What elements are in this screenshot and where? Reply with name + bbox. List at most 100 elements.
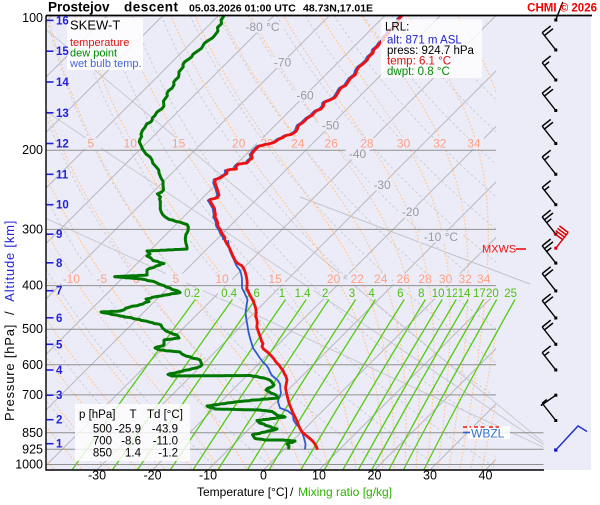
svg-text:wet bulb temp.: wet bulb temp.: [69, 58, 142, 70]
svg-text:Pressure [hPa] / Altitude [k: Pressure [hPa] / Altitude [km]: [2, 220, 17, 421]
svg-text:13: 13: [56, 108, 69, 120]
svg-text:24: 24: [374, 272, 388, 286]
svg-text:-50: -50: [322, 119, 340, 133]
svg-text:-25.9: -25.9: [115, 424, 141, 436]
svg-text:15: 15: [268, 272, 282, 286]
svg-text:Temperature [°C]: Temperature [°C]: [197, 485, 288, 499]
svg-text:32: 32: [433, 137, 447, 151]
svg-text:-8.6: -8.6: [121, 436, 141, 448]
svg-text:-20: -20: [402, 205, 420, 219]
svg-text:10: 10: [124, 137, 138, 151]
svg-text:press: 924.7 hPa: press: 924.7 hPa: [387, 45, 475, 57]
svg-text:dwpt: 0.8 °C: dwpt: 0.8 °C: [387, 66, 450, 78]
svg-text:5: 5: [56, 339, 63, 351]
svg-text:LRL:: LRL:: [385, 22, 409, 34]
svg-text:850: 850: [22, 426, 43, 440]
svg-text:7: 7: [56, 286, 62, 298]
svg-text:600: 600: [22, 358, 43, 372]
svg-text:24: 24: [291, 137, 305, 151]
svg-text:15: 15: [172, 137, 186, 151]
svg-text:alt: 871 m ASL: alt: 871 m ASL: [387, 35, 462, 47]
svg-text:40: 40: [479, 469, 493, 483]
svg-text:-43.9: -43.9: [152, 424, 178, 436]
svg-text:-80 °C: -80 °C: [245, 20, 279, 34]
svg-text:14: 14: [56, 77, 69, 89]
svg-text:SKEW-T: SKEW-T: [70, 18, 120, 33]
svg-text:34: 34: [477, 272, 491, 286]
svg-text:/: /: [290, 485, 294, 499]
svg-text:10: 10: [215, 272, 229, 286]
svg-text:-60: -60: [296, 89, 314, 103]
svg-text:temperature: temperature: [70, 37, 129, 49]
svg-text:5: 5: [173, 272, 180, 286]
svg-text:10: 10: [56, 200, 69, 212]
svg-text:100: 100: [22, 11, 43, 25]
svg-text:Mixing ratio [g/kg]: Mixing ratio [g/kg]: [298, 485, 392, 499]
svg-text:p [hPa]: p [hPa]: [79, 409, 115, 421]
svg-text:925: 925: [22, 442, 43, 456]
svg-text:28: 28: [360, 137, 374, 151]
svg-text:-20: -20: [143, 469, 161, 483]
svg-text:MXWS: MXWS: [482, 244, 516, 256]
svg-text:14: 14: [458, 288, 471, 300]
svg-text:5: 5: [87, 137, 94, 151]
svg-text:20: 20: [486, 288, 499, 300]
svg-text:Prostejov: Prostejov: [48, 0, 110, 15]
svg-text:05.03.2026 01:00 UTC: 05.03.2026 01:00 UTC: [189, 3, 296, 15]
svg-text:WBZL: WBZL: [471, 427, 505, 441]
svg-text:0.4: 0.4: [221, 288, 238, 300]
svg-text:CHMI © 2026: CHMI © 2026: [527, 3, 597, 15]
svg-text:-1.2: -1.2: [158, 448, 178, 460]
svg-text:28: 28: [418, 272, 432, 286]
svg-text:8: 8: [418, 288, 424, 300]
svg-text:6: 6: [397, 288, 403, 300]
svg-text:400: 400: [22, 279, 43, 293]
svg-text:25: 25: [504, 288, 517, 300]
svg-text:4: 4: [368, 288, 375, 300]
svg-text:0.2: 0.2: [184, 288, 200, 300]
svg-text:2: 2: [322, 288, 328, 300]
svg-text:15: 15: [56, 46, 69, 58]
svg-text:300: 300: [22, 222, 43, 236]
svg-text:500: 500: [93, 424, 112, 436]
svg-text:temp: 6.1 °C: temp: 6.1 °C: [387, 56, 451, 68]
svg-text:1000: 1000: [15, 458, 43, 472]
svg-text:22: 22: [351, 272, 365, 286]
svg-text:2: 2: [56, 415, 62, 427]
svg-text:10: 10: [312, 469, 326, 483]
svg-text:17: 17: [473, 288, 486, 300]
svg-text:32: 32: [459, 272, 473, 286]
svg-text:850: 850: [93, 448, 112, 460]
svg-text:700: 700: [93, 436, 112, 448]
svg-text:3: 3: [56, 390, 62, 402]
svg-text:48.73N,17.01E: 48.73N,17.01E: [303, 3, 373, 15]
svg-text:descent: descent: [124, 0, 179, 15]
svg-text:12: 12: [446, 288, 459, 300]
svg-text:30: 30: [439, 272, 453, 286]
svg-text:200: 200: [22, 143, 43, 157]
svg-text:20: 20: [232, 137, 246, 151]
svg-text:Td [°C]: Td [°C]: [147, 409, 183, 421]
svg-text:30: 30: [423, 469, 437, 483]
svg-text:6: 6: [56, 313, 62, 325]
svg-text:T: T: [129, 409, 136, 421]
svg-text:30: 30: [397, 137, 411, 151]
svg-text:0: 0: [260, 469, 267, 483]
svg-text:1: 1: [279, 288, 285, 300]
svg-text:-10: -10: [63, 272, 81, 286]
svg-text:-70: -70: [274, 56, 292, 70]
svg-text:700: 700: [22, 388, 43, 402]
svg-text:-30: -30: [88, 469, 106, 483]
svg-text:1.4: 1.4: [295, 288, 312, 300]
svg-text:10: 10: [432, 288, 445, 300]
svg-text:9: 9: [56, 229, 62, 241]
svg-text:8: 8: [56, 258, 63, 270]
svg-text:-5: -5: [96, 272, 107, 286]
svg-text:26: 26: [325, 137, 339, 151]
svg-text:11: 11: [56, 169, 69, 181]
svg-text:34: 34: [467, 137, 481, 151]
svg-text:-40: -40: [349, 147, 367, 161]
svg-text:dew point: dew point: [70, 48, 117, 60]
svg-text:3: 3: [349, 288, 355, 300]
svg-text:16: 16: [56, 15, 69, 27]
